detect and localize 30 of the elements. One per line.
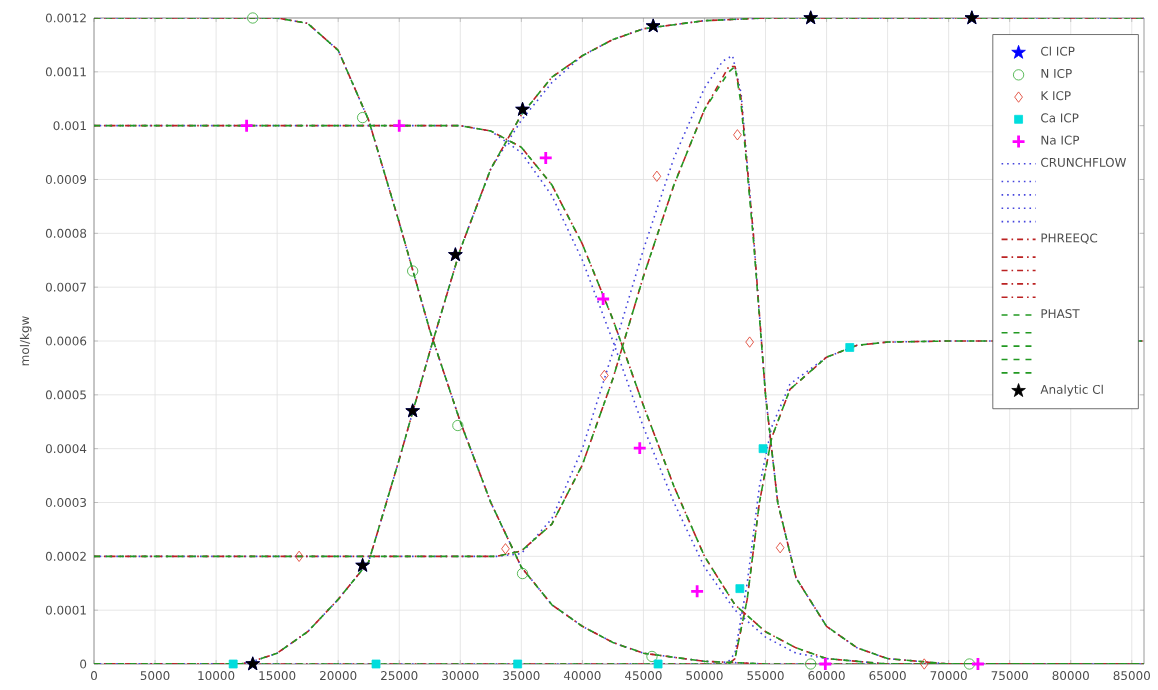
point	[538, 150, 554, 166]
point	[595, 291, 611, 307]
point	[646, 650, 658, 663]
point	[963, 658, 975, 670]
point	[513, 659, 523, 669]
point	[652, 170, 662, 182]
point	[970, 656, 986, 672]
point	[407, 265, 419, 277]
point	[733, 129, 742, 141]
point	[805, 658, 817, 670]
point	[632, 440, 648, 456]
point	[845, 343, 855, 352]
point	[239, 118, 254, 134]
point	[371, 659, 381, 669]
point	[653, 659, 663, 669]
point	[817, 656, 833, 672]
point	[452, 419, 464, 432]
point	[775, 542, 785, 554]
point	[228, 659, 238, 669]
point	[758, 444, 768, 454]
point	[294, 550, 304, 562]
point	[357, 112, 369, 124]
point	[501, 543, 510, 555]
point	[516, 567, 529, 580]
point	[247, 12, 259, 24]
point	[745, 336, 754, 348]
point	[391, 118, 407, 134]
point	[919, 658, 929, 670]
point	[735, 584, 745, 594]
point	[689, 583, 705, 599]
